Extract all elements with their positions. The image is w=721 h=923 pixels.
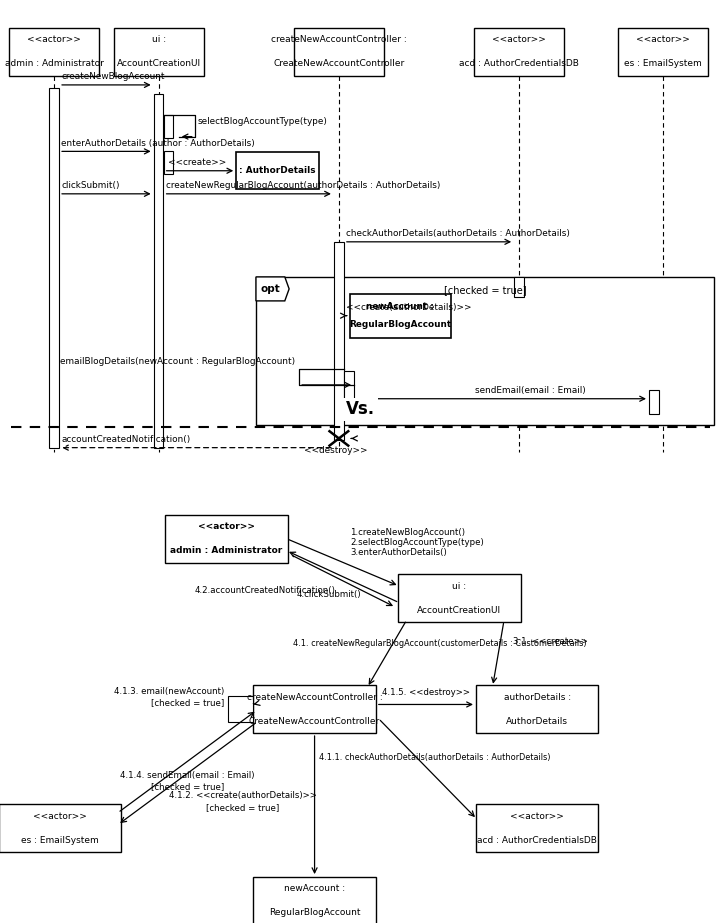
Text: 2.selectBlogAccountType(type): 2.selectBlogAccountType(type)	[350, 538, 484, 546]
Text: es : EmailSystem: es : EmailSystem	[22, 836, 99, 845]
Text: 4.clickSubmit(): 4.clickSubmit()	[296, 591, 360, 599]
Text: admin : Administrator: admin : Administrator	[170, 546, 283, 555]
Text: 3.1. <<create>>: 3.1. <<create>>	[513, 638, 588, 646]
Bar	[474, 28, 564, 76]
Text: AccountCreationUI: AccountCreationUI	[117, 59, 200, 68]
Text: 4.2.accountCreatedNotification(): 4.2.accountCreatedNotification()	[195, 586, 336, 595]
Bar	[164, 151, 174, 174]
Text: 4.1.3. email(newAccount): 4.1.3. email(newAccount)	[114, 688, 224, 696]
Text: <<actor>>: <<actor>>	[27, 35, 81, 44]
Bar	[253, 685, 376, 733]
Bar	[164, 115, 174, 138]
Text: RegularBlogAccount: RegularBlogAccount	[349, 320, 451, 329]
Text: accountCreatedNotification(): accountCreatedNotification()	[61, 435, 190, 444]
Text: checkAuthorDetails(authorDetails : AuthorDetails): checkAuthorDetails(authorDetails : Autho…	[346, 229, 570, 238]
Text: : AuthorDetails: : AuthorDetails	[239, 166, 316, 175]
Text: newAccount :: newAccount :	[284, 884, 345, 893]
Polygon shape	[256, 277, 289, 301]
Bar	[515, 277, 523, 297]
Text: [checked = true]: [checked = true]	[151, 782, 224, 791]
Text: createNewBlogAccount: createNewBlogAccount	[61, 72, 165, 81]
Text: es : EmailSystem: es : EmailSystem	[624, 59, 702, 68]
Text: emailBlogDetails(newAccount : RegularBlogAccount): emailBlogDetails(newAccount : RegularBlo…	[61, 357, 296, 366]
Bar	[165, 514, 288, 562]
Bar	[398, 574, 521, 622]
Text: [checked = true]: [checked = true]	[443, 285, 526, 294]
Text: admin : Administrator: admin : Administrator	[4, 59, 104, 68]
Text: selectBlogAccountType(type): selectBlogAccountType(type)	[198, 117, 327, 126]
Text: <<actor>>: <<actor>>	[510, 812, 564, 821]
Bar	[334, 242, 343, 440]
Bar	[294, 28, 384, 76]
Text: <<destroy>>: <<destroy>>	[304, 446, 367, 455]
Text: ui :: ui :	[452, 581, 466, 591]
Bar	[350, 294, 451, 338]
Bar	[0, 805, 121, 853]
Text: opt: opt	[260, 284, 280, 294]
Text: RegularBlogAccount: RegularBlogAccount	[269, 908, 360, 917]
Text: createNewAccountController :: createNewAccountController :	[247, 692, 382, 701]
Text: <<actor>>: <<actor>>	[33, 812, 87, 821]
Text: acd : AuthorCredentialsDB: acd : AuthorCredentialsDB	[459, 59, 579, 68]
Text: authorDetails :: authorDetails :	[503, 692, 571, 701]
Text: createNewAccountController :: createNewAccountController :	[271, 35, 407, 44]
Bar	[476, 805, 598, 853]
Text: newAccount :: newAccount :	[366, 303, 434, 311]
Text: AccountCreationUI: AccountCreationUI	[417, 605, 502, 615]
Text: <<actor>>: <<actor>>	[492, 35, 546, 44]
Bar	[253, 877, 376, 923]
Text: CreateNewAccountController: CreateNewAccountController	[249, 716, 380, 725]
Bar	[476, 685, 598, 733]
Bar	[49, 88, 58, 448]
Text: [checked = true]: [checked = true]	[151, 699, 224, 707]
Text: 3.enterAuthorDetails(): 3.enterAuthorDetails()	[350, 548, 447, 557]
Text: acd : AuthorCredentialsDB: acd : AuthorCredentialsDB	[477, 836, 597, 845]
Bar	[9, 28, 99, 76]
Text: 4.1.1. checkAuthorDetails(authorDetails : AuthorDetails): 4.1.1. checkAuthorDetails(authorDetails …	[319, 752, 551, 761]
Bar	[236, 152, 319, 189]
Text: 4.1.2. <<create(authorDetails)>>: 4.1.2. <<create(authorDetails)>>	[169, 791, 317, 799]
Text: 4.1.5. <<destroy>>: 4.1.5. <<destroy>>	[382, 689, 470, 697]
Bar	[650, 390, 659, 414]
Text: <<actor>>: <<actor>>	[637, 35, 690, 44]
Text: AuthorDetails: AuthorDetails	[506, 716, 568, 725]
Text: CreateNewAccountController: CreateNewAccountController	[273, 59, 404, 68]
Bar	[228, 696, 253, 722]
Text: <<create(authorDetails)>>: <<create(authorDetails)>>	[346, 303, 472, 312]
Text: 4.1. createNewRegularBlogAccount(customerDetails : CustomerDetails): 4.1. createNewRegularBlogAccount(custome…	[293, 640, 587, 648]
Bar	[256, 277, 714, 425]
Text: enterAuthorDetails (author : AuthorDetails): enterAuthorDetails (author : AuthorDetai…	[61, 138, 255, 148]
Bar	[619, 28, 708, 76]
Bar	[345, 371, 353, 411]
Text: clickSubmit(): clickSubmit()	[61, 181, 120, 190]
Text: createNewRegularBlogAccount(authorDetails : AuthorDetails): createNewRegularBlogAccount(authorDetail…	[166, 181, 441, 190]
Bar	[114, 28, 204, 76]
Text: <<create>>: <<create>>	[168, 158, 226, 167]
Text: ui :: ui :	[151, 35, 166, 44]
Text: Vs.: Vs.	[346, 400, 375, 418]
Text: [checked = true]: [checked = true]	[206, 803, 279, 811]
Bar	[154, 94, 164, 448]
Text: 4.1.4. sendEmail(email : Email): 4.1.4. sendEmail(email : Email)	[120, 771, 255, 780]
Text: sendEmail(email : Email): sendEmail(email : Email)	[474, 386, 585, 395]
Text: 1.createNewBlogAccount(): 1.createNewBlogAccount()	[350, 528, 465, 536]
Text: <<actor>>: <<actor>>	[198, 522, 255, 531]
